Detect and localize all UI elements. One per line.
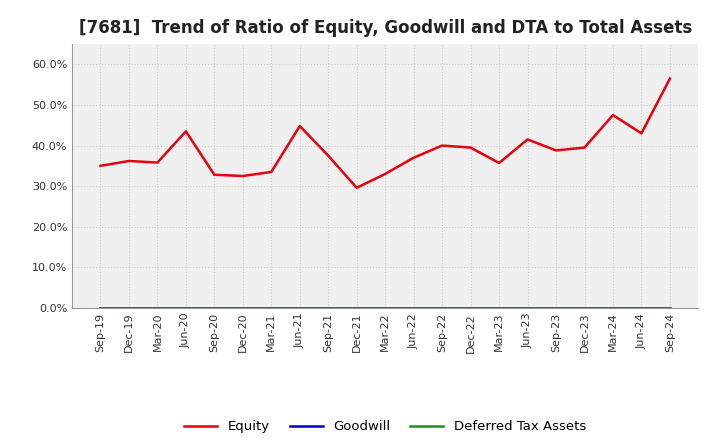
Deferred Tax Assets (295, 305, 304, 311)
Equity (552, 148, 560, 153)
Equity (495, 160, 503, 165)
Line: Equity: Equity (101, 78, 670, 188)
Deferred Tax Assets (210, 305, 219, 311)
Goodwill (665, 305, 674, 311)
Deferred Tax Assets (96, 305, 105, 311)
Deferred Tax Assets (467, 305, 475, 311)
Goodwill (210, 305, 219, 311)
Legend: Equity, Goodwill, Deferred Tax Assets: Equity, Goodwill, Deferred Tax Assets (179, 415, 591, 439)
Deferred Tax Assets (608, 305, 617, 311)
Equity (410, 155, 418, 160)
Deferred Tax Assets (238, 305, 247, 311)
Deferred Tax Assets (438, 305, 446, 311)
Equity (523, 137, 532, 142)
Goodwill (438, 305, 446, 311)
Goodwill (96, 305, 105, 311)
Equity (438, 143, 446, 148)
Goodwill (580, 305, 589, 311)
Goodwill (238, 305, 247, 311)
Deferred Tax Assets (153, 305, 162, 311)
Deferred Tax Assets (181, 305, 190, 311)
Equity (467, 145, 475, 150)
Goodwill (381, 305, 390, 311)
Equity (238, 173, 247, 179)
Goodwill (324, 305, 333, 311)
Deferred Tax Assets (267, 305, 276, 311)
Goodwill (267, 305, 276, 311)
Goodwill (608, 305, 617, 311)
Equity (125, 158, 133, 164)
Deferred Tax Assets (580, 305, 589, 311)
Equity (96, 163, 105, 169)
Equity (324, 153, 333, 158)
Goodwill (410, 305, 418, 311)
Deferred Tax Assets (637, 305, 646, 311)
Deferred Tax Assets (381, 305, 390, 311)
Equity (665, 76, 674, 81)
Equity (608, 113, 617, 118)
Deferred Tax Assets (665, 305, 674, 311)
Goodwill (637, 305, 646, 311)
Goodwill (295, 305, 304, 311)
Deferred Tax Assets (410, 305, 418, 311)
Goodwill (467, 305, 475, 311)
Deferred Tax Assets (324, 305, 333, 311)
Goodwill (153, 305, 162, 311)
Goodwill (181, 305, 190, 311)
Equity (637, 131, 646, 136)
Title: [7681]  Trend of Ratio of Equity, Goodwill and DTA to Total Assets: [7681] Trend of Ratio of Equity, Goodwil… (78, 19, 692, 37)
Deferred Tax Assets (125, 305, 133, 311)
Deferred Tax Assets (352, 305, 361, 311)
Deferred Tax Assets (495, 305, 503, 311)
Deferred Tax Assets (523, 305, 532, 311)
Equity (352, 185, 361, 191)
Equity (267, 169, 276, 175)
Equity (210, 172, 219, 177)
Equity (580, 145, 589, 150)
Equity (153, 160, 162, 165)
Goodwill (552, 305, 560, 311)
Equity (181, 128, 190, 134)
Deferred Tax Assets (552, 305, 560, 311)
Goodwill (495, 305, 503, 311)
Equity (381, 171, 390, 176)
Goodwill (523, 305, 532, 311)
Equity (295, 123, 304, 128)
Goodwill (352, 305, 361, 311)
Goodwill (125, 305, 133, 311)
